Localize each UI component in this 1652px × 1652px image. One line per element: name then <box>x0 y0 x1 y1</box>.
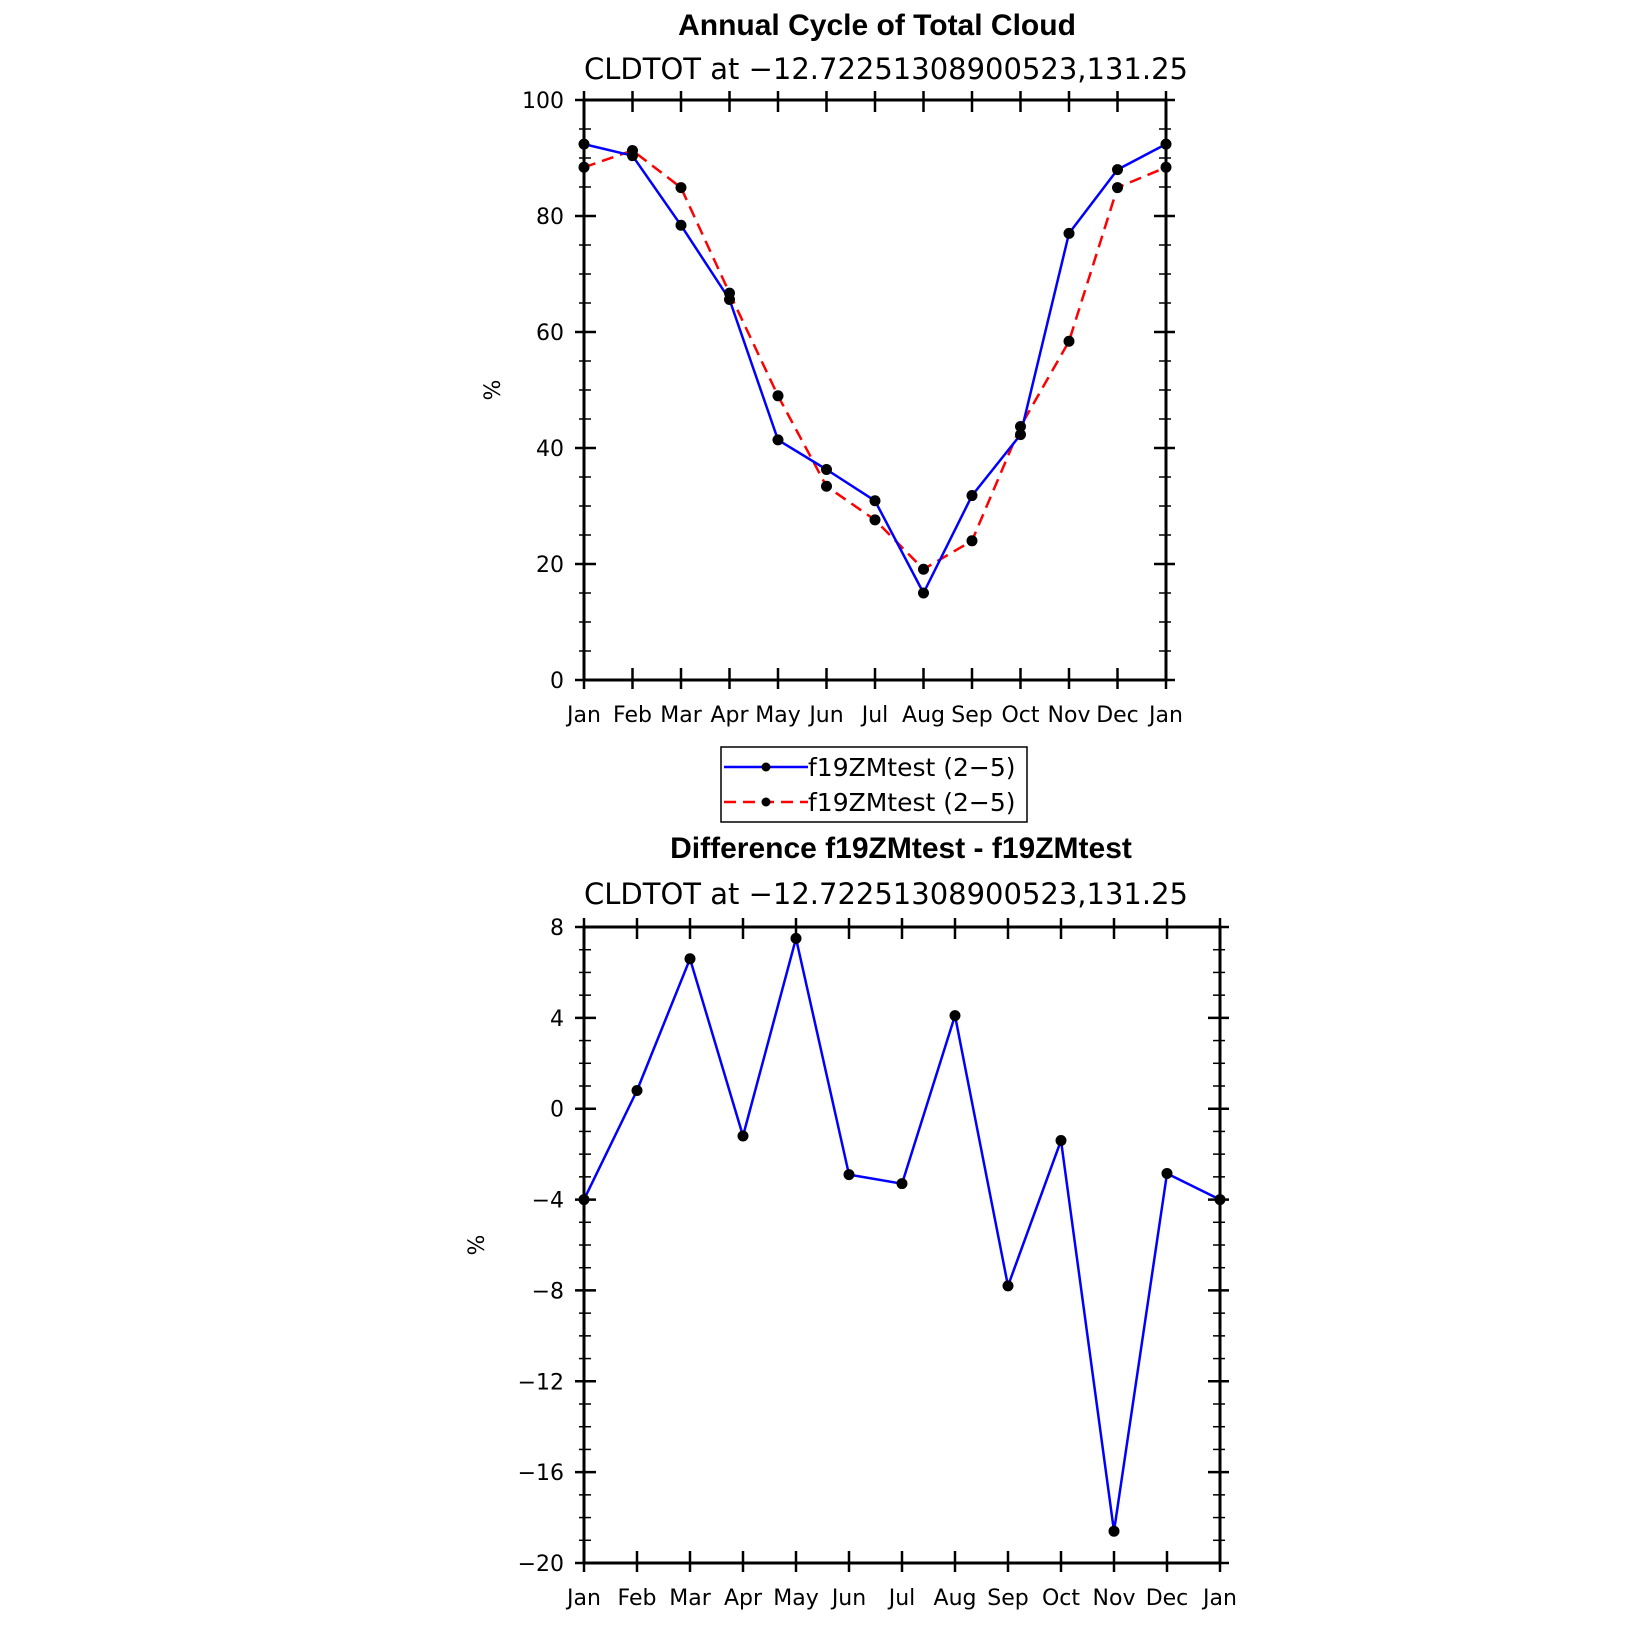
data-point <box>737 1130 749 1142</box>
data-point <box>1015 429 1026 441</box>
data-point <box>1108 1525 1120 1537</box>
data-point <box>918 563 929 575</box>
data-point <box>772 434 784 446</box>
legend: f19ZMtest (2−5) f19ZMtest (2−5) <box>720 746 1028 823</box>
data-point <box>684 953 696 965</box>
data-point <box>1063 335 1075 347</box>
data-point <box>631 1085 643 1097</box>
y-tick-label: −12 <box>518 1370 564 1395</box>
x-axis-ticks: Jan Feb Mar Apr May Jun Jul Aug Sep Oct Nov Dec Jan <box>565 918 1237 1611</box>
data-point <box>1002 1280 1014 1292</box>
data-point <box>627 150 638 162</box>
x-tick-label: Oct <box>1042 1586 1080 1611</box>
x-tick-label: Oct <box>1001 703 1039 728</box>
data-point <box>1055 1135 1067 1147</box>
x-tick-label: Aug <box>902 703 945 728</box>
x-tick-label: Apr <box>724 1586 763 1611</box>
plot-frame <box>582 98 1168 682</box>
legend-box <box>720 746 1028 823</box>
x-tick-label: Nov <box>1048 703 1091 728</box>
y-axis-ticks: 0 20 40 60 80 100 <box>522 89 1175 694</box>
y-tick-label: 0 <box>550 669 564 694</box>
series-layer <box>578 138 1172 599</box>
x-tick-label: Sep <box>987 1586 1028 1611</box>
series-layer <box>578 932 1226 1537</box>
y-tick-label: 60 <box>536 321 564 346</box>
chart-subtitle: CLDTOT at −12.72251308900523,131.25 <box>584 877 1188 911</box>
plot-frame <box>582 925 1222 1565</box>
y-tick-label: 20 <box>536 553 564 578</box>
y-tick-label: −20 <box>518 1552 564 1577</box>
y-tick-label: 100 <box>522 89 564 114</box>
x-tick-label: Jan <box>1147 703 1183 728</box>
y-tick-label: 4 <box>550 1007 564 1032</box>
data-point <box>869 514 881 526</box>
x-tick-label: Mar <box>660 703 702 728</box>
x-tick-label: Mar <box>669 1586 711 1611</box>
data-point <box>966 490 978 502</box>
x-tick-label: Dec <box>1146 1586 1189 1611</box>
legend-marker-series-1 <box>761 762 771 772</box>
y-tick-label: 0 <box>550 1098 564 1123</box>
data-point <box>1063 227 1075 239</box>
y-tick-label: 40 <box>536 437 564 462</box>
chart-title: Annual Cycle of Total Cloud <box>678 9 1076 42</box>
y-tick-label: 80 <box>536 205 564 230</box>
x-tick-label: Feb <box>613 703 652 728</box>
data-point <box>821 480 832 492</box>
data-point <box>724 294 735 306</box>
x-tick-label: Jan <box>565 703 601 728</box>
annual-cycle-chart: Annual Cycle of Total Cloud CLDTOT at −1… <box>481 9 1188 728</box>
x-tick-label: Jan <box>1201 1586 1237 1611</box>
series-line-1 <box>582 937 1221 1533</box>
x-tick-label: Jul <box>887 1586 916 1611</box>
x-tick-label: Apr <box>710 703 749 728</box>
x-tick-label: Nov <box>1093 1586 1136 1611</box>
x-tick-label: Jan <box>565 1586 601 1611</box>
x-tick-label: Sep <box>951 703 992 728</box>
x-tick-label: May <box>755 703 800 728</box>
data-point <box>896 1178 908 1190</box>
data-point <box>869 495 881 507</box>
y-axis-label: % <box>465 1235 490 1256</box>
y-tick-label: −8 <box>532 1279 564 1304</box>
y-axis-label: % <box>481 380 506 401</box>
x-tick-label: Jun <box>830 1586 866 1611</box>
data-point <box>1015 421 1026 433</box>
y-tick-label: −16 <box>518 1461 564 1486</box>
data-point <box>821 463 832 475</box>
x-tick-label: Dec <box>1096 703 1139 728</box>
data-point <box>918 587 929 599</box>
x-tick-label: Aug <box>934 1586 977 1611</box>
chart-subtitle: CLDTOT at −12.72251308900523,131.25 <box>584 52 1188 86</box>
x-axis-ticks: Jan Feb Mar Apr May Jun Jul Aug Sep Oct Nov Dec Jan <box>565 91 1183 728</box>
data-point <box>1161 1167 1173 1179</box>
data-point <box>966 535 978 547</box>
data-point <box>675 182 687 194</box>
legend-marker-series-2 <box>761 797 771 807</box>
legend-label-series-2: f19ZMtest (2−5) <box>808 788 1016 817</box>
data-point <box>843 1169 855 1181</box>
data-point <box>949 1010 961 1022</box>
x-tick-label: May <box>773 1586 818 1611</box>
data-point <box>1112 164 1123 176</box>
series-line-1 <box>583 142 1167 595</box>
data-point <box>1112 182 1123 194</box>
y-tick-label: −4 <box>532 1189 564 1214</box>
chart-title: Difference f19ZMtest - f19ZMtest <box>670 832 1132 865</box>
legend-label-series-1: f19ZMtest (2−5) <box>808 753 1016 782</box>
data-point <box>790 932 802 944</box>
difference-chart: Difference f19ZMtest - f19ZMtest CLDTOT … <box>465 832 1237 1611</box>
x-tick-label: Feb <box>618 1586 657 1611</box>
data-point <box>675 219 687 231</box>
x-tick-label: Jul <box>860 703 889 728</box>
x-tick-label: Jun <box>807 703 843 728</box>
y-tick-label: 8 <box>550 916 564 941</box>
data-point <box>772 390 784 402</box>
